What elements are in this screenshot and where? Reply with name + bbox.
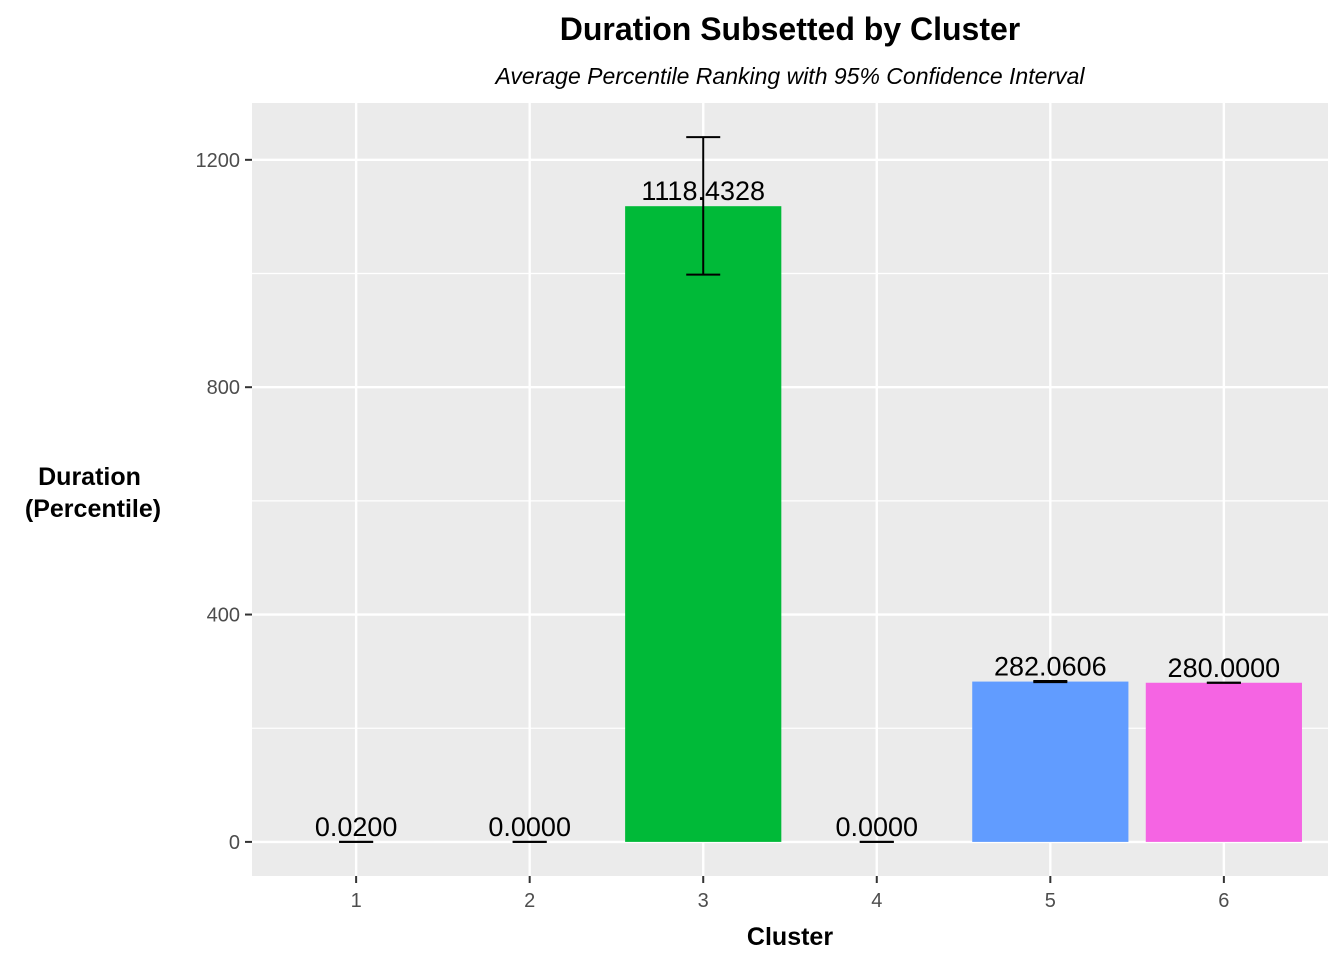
y-tick-label: 400: [207, 605, 240, 627]
y-axis-title-line-2: (Percentile): [25, 495, 161, 523]
y-tick-label: 0: [229, 832, 240, 854]
data-label: 282.0606: [994, 652, 1107, 682]
x-axis-ticks: 1 2 3 4 5 6: [351, 876, 1229, 912]
bar-cluster-5: [972, 681, 1129, 842]
error-bar-cluster-5: [1033, 680, 1068, 684]
y-tick-label: 1200: [196, 150, 241, 172]
data-label: 0.0000: [488, 812, 571, 842]
chart-subtitle: Average Percentile Ranking with 95% Conf…: [494, 63, 1086, 89]
data-label: 0.0200: [315, 812, 398, 842]
bars: [278, 206, 1302, 842]
x-axis-title: Cluster: [747, 923, 833, 951]
x-tick-label: 5: [1045, 890, 1056, 912]
data-label: 280.0000: [1168, 653, 1281, 683]
chart-title: Duration Subsetted by Cluster: [560, 11, 1021, 47]
x-tick-label: 2: [524, 890, 535, 912]
y-tick-label: 800: [207, 377, 240, 399]
x-tick-label: 4: [871, 890, 882, 912]
bar-cluster-3: [625, 206, 782, 842]
data-label: 0.0000: [835, 812, 918, 842]
y-axis-title-line-1: Duration: [38, 463, 141, 491]
x-tick-label: 3: [698, 890, 709, 912]
y-axis-title: Duration (Percentile): [25, 463, 161, 523]
error-bars: [339, 136, 1241, 843]
error-bar-cluster-3: [686, 136, 721, 276]
y-axis-ticks: 0 400 800 1200: [196, 150, 252, 854]
data-labels: 0.0200 0.0000 1118.4328 0.0000 282.0606 280.0…: [315, 176, 1280, 842]
bar-cluster-6: [1145, 682, 1302, 842]
x-tick-label: 1: [351, 890, 362, 912]
data-label: 1118.4328: [641, 176, 765, 206]
x-tick-label: 6: [1218, 890, 1229, 912]
